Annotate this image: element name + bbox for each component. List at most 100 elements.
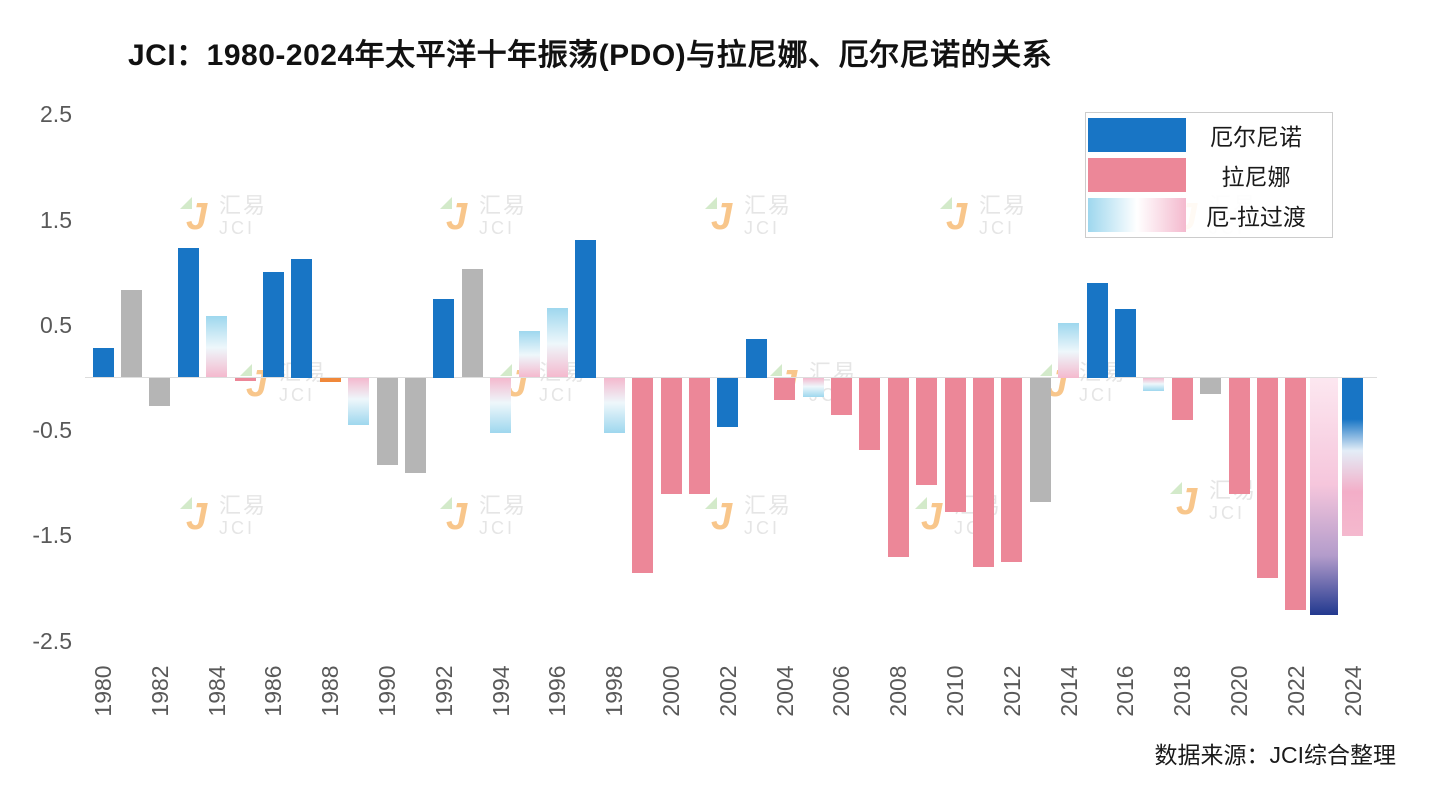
- legend-row-lanina: 拉尼娜: [1088, 155, 1326, 195]
- bar-1989: [348, 378, 369, 425]
- leaf-icon: [180, 197, 192, 209]
- jci-logo-icon: J: [440, 495, 474, 539]
- x-tick-label: 2022: [1283, 665, 1309, 717]
- zero-axis-line: [85, 377, 1377, 378]
- x-tick-label: 2020: [1226, 665, 1252, 717]
- bar-2012: [1001, 378, 1022, 562]
- jci-logo-icon: J: [1170, 480, 1204, 524]
- jci-logo-icon: J: [915, 495, 949, 539]
- bar-2000: [661, 378, 682, 494]
- leaf-icon: [440, 197, 452, 209]
- j-swoosh-icon: J: [921, 496, 943, 538]
- leaf-icon: [1170, 482, 1182, 494]
- j-swoosh-icon: J: [711, 196, 733, 238]
- bar-1994: [490, 378, 511, 433]
- bar-1991: [405, 378, 426, 473]
- leaf-icon: [500, 364, 512, 376]
- x-tick-label: 2024: [1340, 665, 1366, 717]
- x-tick-label: 1988: [317, 665, 343, 717]
- jci-logo-icon: J: [180, 195, 214, 239]
- x-tick-label: 2000: [658, 665, 684, 717]
- x-tick-label: 1984: [204, 665, 230, 717]
- bar-2021: [1257, 378, 1278, 578]
- y-tick-label: 0.5: [40, 312, 72, 338]
- bar-1998: [604, 378, 625, 433]
- bar-1996: [547, 308, 568, 377]
- bar-1988: [320, 378, 341, 382]
- x-tick-label: 2010: [942, 665, 968, 717]
- bar-1997: [575, 240, 596, 378]
- leaf-icon: [240, 364, 252, 376]
- bar-1982: [149, 378, 170, 406]
- x-tick-label: 1982: [147, 665, 173, 717]
- bar-2010: [945, 378, 966, 512]
- bar-1983: [178, 248, 199, 377]
- x-tick-label: 1998: [601, 665, 627, 717]
- bar-2009: [916, 378, 937, 485]
- bar-1987: [291, 259, 312, 378]
- x-tick-label: 2016: [1112, 665, 1138, 717]
- bar-1984: [206, 316, 227, 377]
- leaf-icon: [1040, 364, 1052, 376]
- x-tick-label: 2008: [885, 665, 911, 717]
- bar-2019: [1200, 378, 1221, 394]
- elnino-swatch: [1088, 118, 1186, 152]
- y-tick-label: 1.5: [40, 207, 72, 233]
- bar-1985: [235, 378, 256, 381]
- j-swoosh-icon: J: [446, 496, 468, 538]
- bar-2007: [859, 378, 880, 450]
- bar-1992: [433, 299, 454, 378]
- y-tick-label: 2.5: [40, 101, 72, 127]
- bar-2004: [774, 378, 795, 400]
- chart-title: JCI：1980-2024年太平洋十年振荡(PDO)与拉尼娜、厄尔尼诺的关系: [128, 39, 1053, 72]
- x-tick-label: 2014: [1056, 665, 1082, 717]
- j-swoosh-icon: J: [711, 496, 733, 538]
- x-tick-label: 1992: [431, 665, 457, 717]
- x-tick-label: 1980: [90, 665, 116, 717]
- transition-gradient-swatch: [1088, 198, 1186, 232]
- bar-1981: [121, 290, 142, 377]
- x-tick-label: 1986: [260, 665, 286, 717]
- x-tick-label: 2018: [1169, 665, 1195, 717]
- leaf-icon: [705, 497, 717, 509]
- legend-label-elnino: 厄尔尼诺: [1210, 124, 1302, 150]
- bar-2008: [888, 378, 909, 557]
- bar-2024: [1342, 378, 1363, 536]
- y-tick-label: -1.5: [32, 522, 72, 548]
- legend-row-transition: 厄-拉过渡: [1088, 195, 1326, 235]
- legend: 厄尔尼诺 拉尼娜 厄-拉过渡: [1085, 112, 1333, 238]
- x-tick-label: 2012: [999, 665, 1025, 717]
- lanina-swatch: [1088, 158, 1186, 192]
- leaf-icon: [180, 497, 192, 509]
- leaf-icon: [770, 364, 782, 376]
- bar-2022: [1285, 378, 1306, 610]
- legend-row-elnino: 厄尔尼诺: [1088, 115, 1326, 155]
- x-tick-label: 2006: [828, 665, 854, 717]
- bar-1999: [632, 378, 653, 573]
- bar-2014: [1058, 323, 1079, 378]
- bar-2006: [831, 378, 852, 415]
- bar-2016: [1115, 309, 1136, 377]
- bar-2011: [973, 378, 994, 567]
- y-tick-label: -2.5: [32, 628, 72, 654]
- jci-logo-icon: J: [705, 495, 739, 539]
- bar-2018: [1172, 378, 1193, 420]
- leaf-icon: [940, 197, 952, 209]
- bar-1993: [462, 269, 483, 377]
- leaf-icon: [915, 497, 927, 509]
- bar-2005: [803, 378, 824, 397]
- bar-2001: [689, 378, 710, 494]
